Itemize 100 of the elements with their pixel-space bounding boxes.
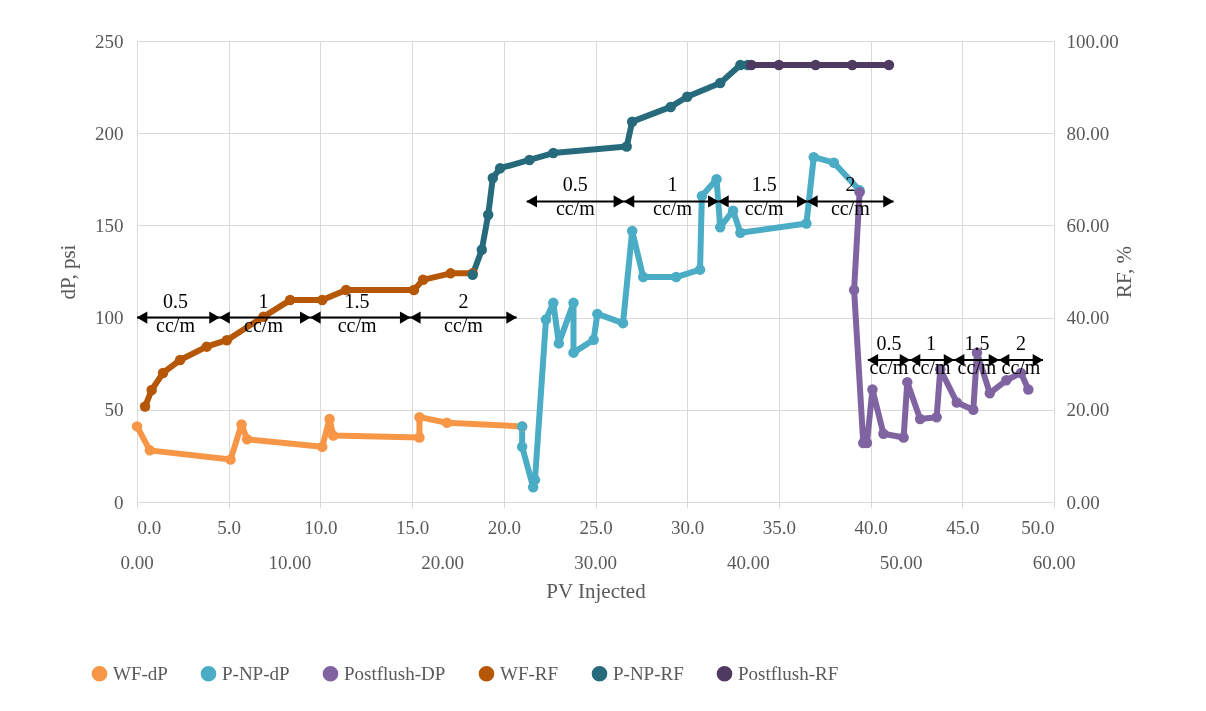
point	[316, 441, 328, 452]
point	[414, 432, 425, 443]
point	[516, 441, 528, 452]
x-tick-label: 35.0	[762, 516, 797, 538]
y2-tick-label: 40.00	[1066, 307, 1110, 329]
point	[284, 294, 296, 306]
point	[221, 334, 233, 346]
point	[801, 218, 812, 229]
legend-label: Postflush-DP	[344, 662, 446, 684]
point	[694, 264, 706, 275]
x2-tick-label: 40.00	[726, 552, 770, 573]
point	[746, 59, 757, 71]
x2-tick-label: 50.00	[879, 552, 923, 573]
point	[592, 308, 603, 320]
point	[637, 271, 649, 283]
point	[568, 297, 579, 309]
y2-axis-title: RF, %	[1111, 246, 1136, 298]
annotation: 0.5 cc/m	[555, 173, 596, 220]
point	[487, 172, 499, 184]
point	[548, 147, 559, 159]
legend-label: WF-dP	[113, 662, 168, 684]
x-tick-label: 15.0	[395, 516, 430, 538]
point	[878, 428, 889, 440]
legend-label: P-NP-dP	[222, 662, 290, 684]
point	[968, 404, 979, 416]
point	[696, 190, 708, 202]
point	[714, 77, 726, 89]
point	[951, 397, 963, 408]
point	[414, 411, 425, 423]
annotation: 0.5 cc/m	[156, 289, 196, 336]
point	[408, 284, 420, 296]
legend-label: P-NP-RF	[613, 662, 684, 684]
x-tick-label: 20.0	[487, 516, 521, 538]
point	[568, 347, 579, 358]
annotation: 1 cc/m	[653, 173, 693, 220]
point	[494, 163, 506, 174]
x2-tick-label: 20.00	[421, 552, 465, 573]
point	[828, 157, 840, 168]
point	[225, 454, 236, 465]
x-tick-label: 30.0	[671, 516, 705, 538]
x2-tick-label: 60.00	[1032, 552, 1076, 573]
y2-tick-label: 100.00	[1066, 30, 1119, 52]
point	[441, 417, 453, 428]
point	[131, 421, 143, 432]
y2-tick-label: 60.00	[1066, 214, 1110, 236]
point	[617, 317, 629, 329]
point	[476, 244, 488, 256]
legend-label: WF-RF	[500, 662, 559, 684]
y-tick-label: 50	[104, 399, 124, 421]
y-tick-label: 200	[95, 122, 124, 144]
x-tick-label: 25.0	[579, 516, 613, 538]
annotation: 1.5 cc/m	[337, 289, 377, 336]
point	[327, 430, 339, 441]
point	[157, 367, 169, 379]
y-tick-label: 100	[95, 307, 124, 329]
y-axis-title: dP, psi	[56, 244, 80, 300]
point	[898, 432, 909, 443]
x2-tick-label: 0.00	[120, 552, 154, 573]
x-tick-label: 40.0	[854, 516, 888, 538]
x-tick-label: 0.0	[137, 516, 162, 538]
point	[553, 338, 565, 349]
point	[626, 116, 638, 127]
legend-label: Postflush-RF	[738, 662, 839, 684]
annotation: 0.5 cc/m	[869, 332, 909, 379]
x-tick-label: 5.0	[217, 516, 242, 538]
y2-tick-label: 20.00	[1066, 399, 1110, 421]
point	[144, 445, 156, 456]
point	[417, 274, 429, 286]
point	[524, 154, 535, 166]
point	[808, 151, 819, 163]
y2-tick-label: 80.00	[1066, 122, 1110, 144]
point	[711, 174, 722, 185]
x-tick-label: 45.0	[946, 516, 980, 538]
point	[621, 141, 632, 152]
point	[1001, 375, 1012, 386]
point	[146, 384, 157, 396]
y-tick-label: 0	[114, 491, 124, 513]
point	[174, 354, 186, 366]
x-axis-title: PV Injected	[546, 578, 647, 603]
x2-tick-label: 10.00	[268, 552, 312, 573]
point	[883, 59, 895, 71]
point	[848, 284, 860, 296]
point	[241, 434, 253, 445]
point	[867, 384, 878, 395]
point	[201, 341, 212, 352]
annotation: 2 cc/m	[444, 289, 484, 336]
point	[914, 413, 926, 425]
point	[540, 314, 552, 325]
point	[847, 59, 858, 71]
x2-tick-label: 30.00	[574, 552, 617, 573]
annotation: 2 cc/m	[1001, 332, 1041, 379]
x-tick-label: 50.0	[1021, 516, 1055, 538]
point	[735, 227, 746, 239]
y-tick-label: 250	[95, 30, 124, 52]
point	[588, 334, 599, 345]
point	[482, 209, 494, 221]
annotation: 1.5 cc/m	[744, 173, 785, 220]
point	[139, 401, 151, 412]
point	[810, 59, 821, 71]
y2-tick-label: 0.00	[1066, 491, 1100, 513]
